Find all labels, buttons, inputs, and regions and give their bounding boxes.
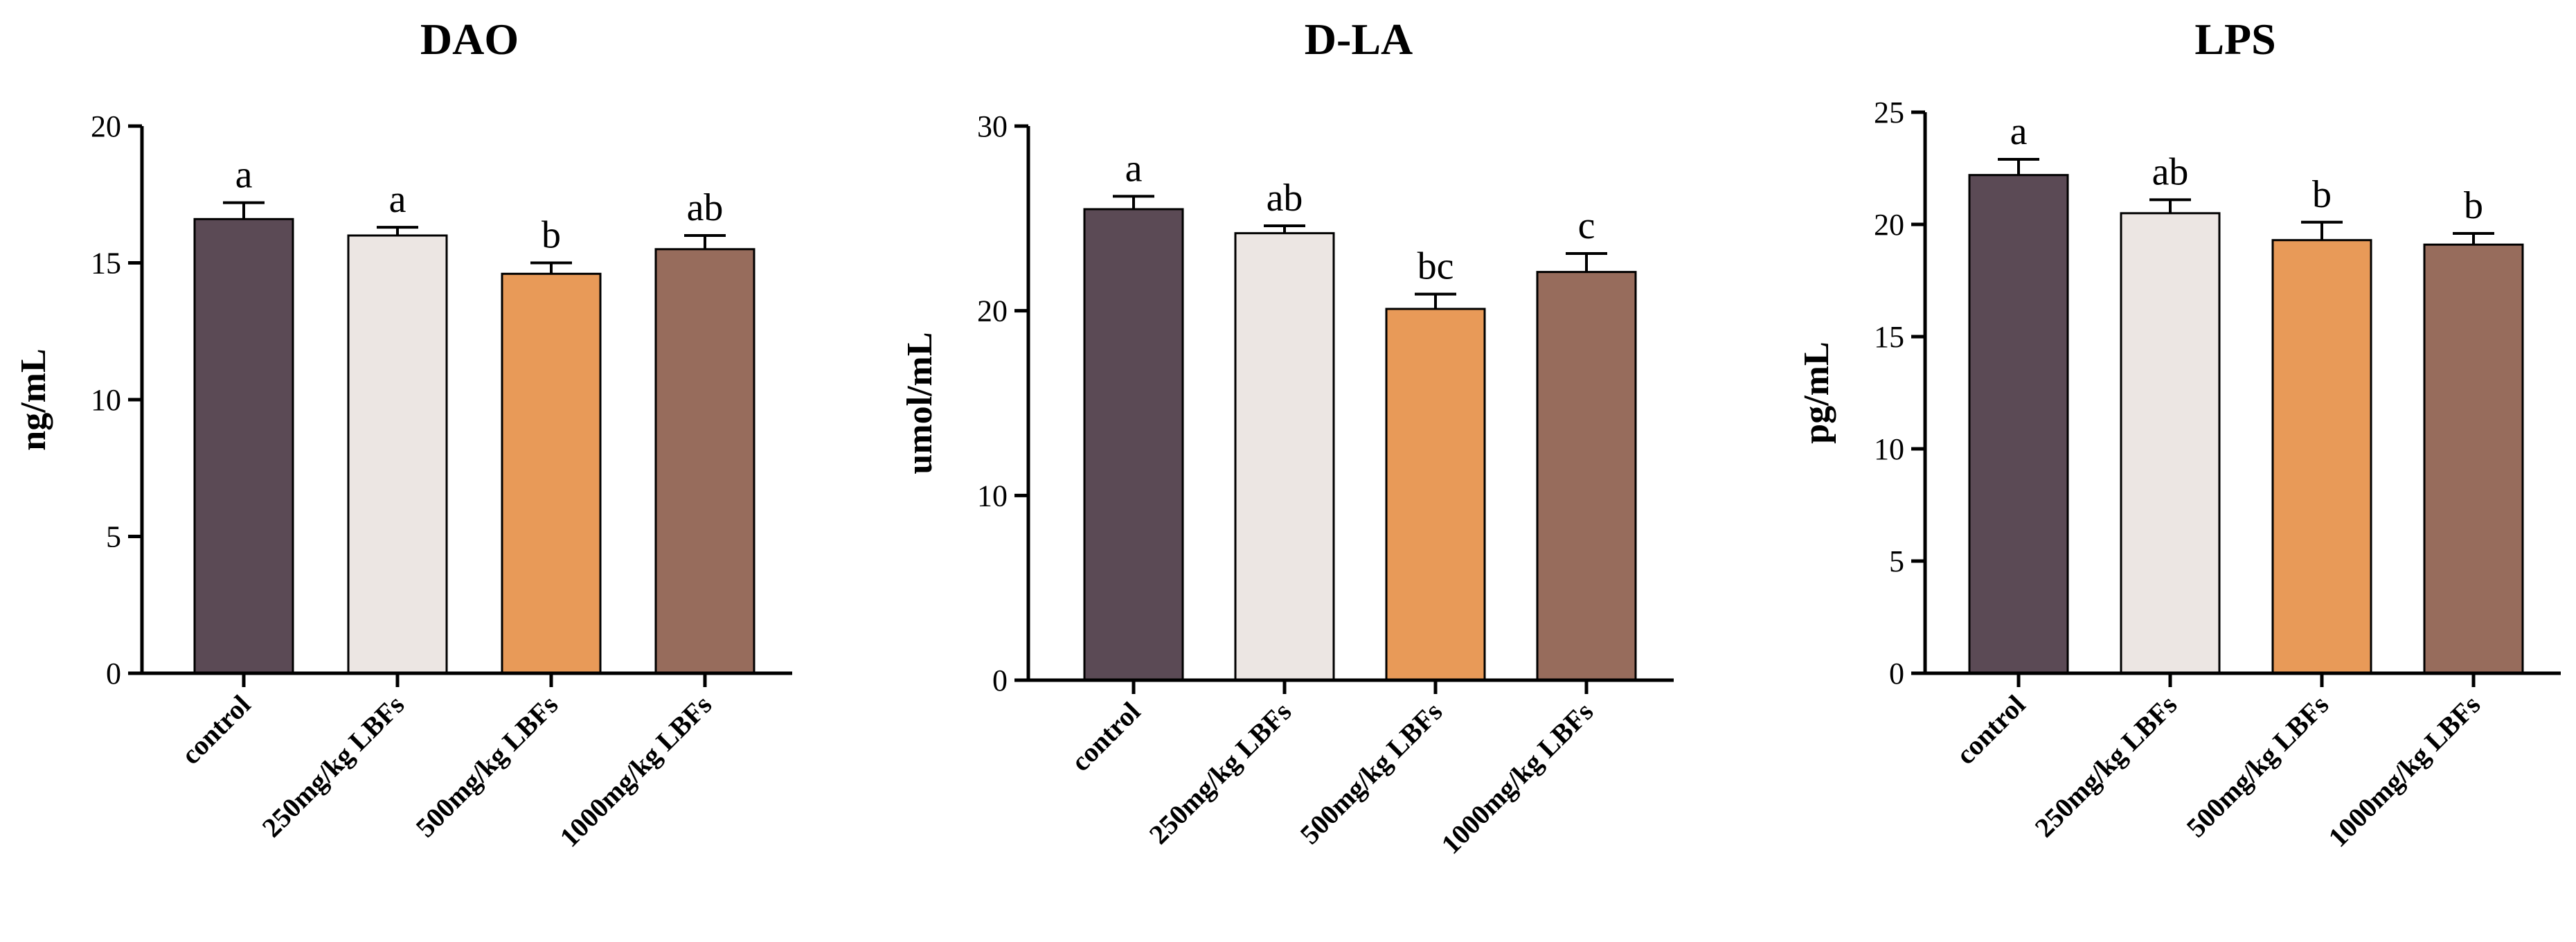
chart1-y-axis-label: ng/mL <box>14 348 53 450</box>
chart1-bar-4 <box>654 248 755 675</box>
chart3-bar-2 <box>2120 212 2221 675</box>
chart1-bar-3 <box>501 272 602 675</box>
chart3-x-tick-label: control <box>1950 689 2032 771</box>
chart3-y-tick-label: 10 <box>1874 432 1904 466</box>
chart3-x-tick-label: 1000mg/kg LBFs <box>2322 689 2486 853</box>
chart2-y-tick-label: 10 <box>977 479 1008 513</box>
chart2-significance-label: ab <box>1267 177 1303 220</box>
chart1-x-tick-label: 250mg/kg LBFs <box>256 689 411 844</box>
chart1-y-tick-label: 15 <box>91 247 121 281</box>
chart3-significance-label: b <box>2312 173 2332 216</box>
chart3-title: LPS <box>2194 15 2275 64</box>
chart2-x-tick-label: 250mg/kg LBFs <box>1143 696 1298 851</box>
chart1-y-tick-label: 10 <box>91 383 121 417</box>
chart1-title: DAO <box>420 15 519 64</box>
chart1-x-tick-label: 500mg/kg LBFs <box>410 689 564 844</box>
chart2-significance-label: a <box>1125 147 1143 190</box>
chart2-bar-3 <box>1385 308 1486 682</box>
chart2-x-tick-label: control <box>1065 696 1147 778</box>
chart2-x-tick-label: 1000mg/kg LBFs <box>1435 696 1599 860</box>
chart3-x-tick-label: 250mg/kg LBFs <box>2029 689 2183 844</box>
chart3-y-tick-label: 5 <box>1889 544 1904 578</box>
chart2-y-tick-label: 0 <box>992 664 1008 697</box>
chart3-significance-label: b <box>2464 184 2483 227</box>
chart2-significance-label: bc <box>1417 245 1454 288</box>
chart1-significance-label: ab <box>687 186 724 229</box>
chart1-significance-label: a <box>389 178 406 221</box>
chart2-y-tick-label: 30 <box>977 109 1008 143</box>
chart1-x-tick-label: control <box>175 689 257 771</box>
chart2-y-tick-label: 20 <box>977 294 1008 328</box>
chart1-bar-2 <box>347 234 448 675</box>
chart2-title: D-LA <box>1305 15 1413 64</box>
chart2-bar-1 <box>1083 208 1184 682</box>
chart1-x-tick-label: 1000mg/kg LBFs <box>553 689 717 853</box>
chart1-significance-label: b <box>542 214 561 257</box>
chart2-y-axis-label: umol/mL <box>900 332 940 474</box>
chart1-bar-1 <box>193 217 294 675</box>
chart1-y-tick-label: 5 <box>106 520 121 554</box>
chart3-bar-1 <box>1968 174 2069 675</box>
chart3-x-tick-label: 500mg/kg LBFs <box>2181 689 2335 844</box>
chart1-y-tick-label: 20 <box>91 109 121 143</box>
chart3-y-tick-label: 25 <box>1874 96 1904 130</box>
chart3-bar-3 <box>2271 239 2372 675</box>
chart1-y-tick-label: 0 <box>106 657 121 691</box>
chart3-significance-label: a <box>2010 110 2028 153</box>
chart3-y-tick-label: 20 <box>1874 208 1904 242</box>
chart3-y-tick-label: 15 <box>1874 320 1904 354</box>
chart3-bar-4 <box>2423 243 2524 675</box>
chart3-y-tick-label: 0 <box>1889 657 1904 691</box>
chart2-significance-label: c <box>1578 204 1595 247</box>
chart3-y-axis-label: pg/mL <box>1797 341 1836 443</box>
chart2-x-tick-label: 500mg/kg LBFs <box>1294 696 1449 851</box>
chart2-bar-4 <box>1536 271 1637 682</box>
chart1-significance-label: a <box>235 154 253 197</box>
chart2-bar-2 <box>1234 232 1335 682</box>
chart3-significance-label: ab <box>2152 150 2189 193</box>
